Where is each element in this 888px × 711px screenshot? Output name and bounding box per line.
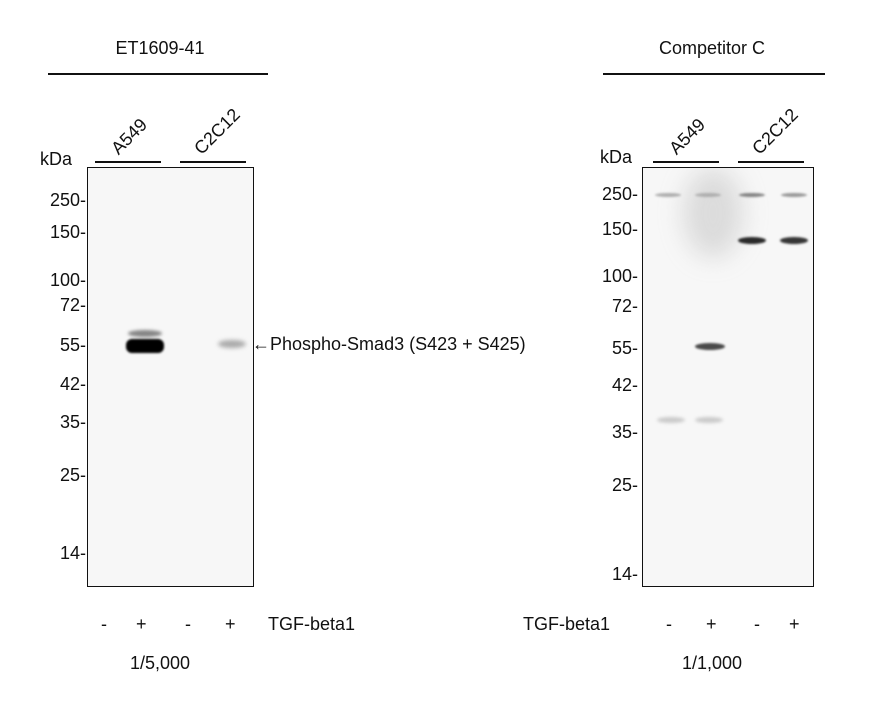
left-band-a549-smad3 [126, 339, 164, 353]
left-marker-14: 14- [59, 543, 86, 563]
right-lane-line-a549 [653, 161, 719, 163]
left-lane-line-c2c12 [180, 161, 246, 163]
left-sign-2: + [136, 614, 147, 634]
right-band-55-lane2 [695, 343, 725, 350]
right-sign-4: + [789, 614, 800, 634]
left-blot-membrane [87, 167, 254, 587]
right-dilution: 1/1,000 [681, 653, 743, 673]
left-sign-1: - [101, 614, 107, 634]
left-title-underline [48, 73, 268, 75]
left-marker-250: 250- [49, 190, 86, 210]
right-band-250-lane4 [781, 193, 807, 197]
left-lane-line-a549 [95, 161, 161, 163]
right-treatment-label: TGF-beta1 [523, 614, 611, 634]
right-marker-100: 100- [601, 266, 638, 286]
right-marker-150: 150- [601, 219, 638, 239]
right-marker-72: 72- [611, 296, 638, 316]
left-marker-42: 42- [59, 374, 86, 394]
left-treatment-label: TGF-beta1 [268, 614, 356, 634]
right-marker-35: 35- [611, 422, 638, 442]
left-kda-label: kDa [40, 149, 73, 169]
left-sign-3: - [185, 614, 191, 634]
right-band-250-lane2 [695, 193, 721, 197]
right-band-130-lane3 [738, 237, 766, 244]
left-band-c2c12-smad3 [218, 340, 246, 348]
right-sign-1: - [666, 614, 672, 634]
left-marker-35: 35- [59, 412, 86, 432]
right-marker-25: 25- [611, 475, 638, 495]
right-blot-membrane [642, 167, 814, 587]
left-marker-55: 55- [59, 335, 86, 355]
right-band-130-lane4 [780, 237, 808, 244]
right-sign-3: - [754, 614, 760, 634]
left-dilution: 1/5,000 [129, 653, 191, 673]
target-protein-label: ←Phospho-Smad3 (S423 + S425) [252, 334, 526, 354]
right-marker-250: 250- [601, 184, 638, 204]
left-antibody-title: ET1609-41 [115, 38, 205, 58]
right-lane-label-c2c12: C2C12 [748, 104, 802, 159]
left-lane-label-a549: A549 [107, 114, 152, 159]
left-marker-25: 25- [59, 465, 86, 485]
left-marker-100: 100- [49, 270, 86, 290]
right-band-250-lane1 [655, 193, 681, 197]
right-sign-2: + [706, 614, 717, 634]
right-band-250-lane3 [739, 193, 765, 197]
right-marker-55: 55- [611, 338, 638, 358]
right-smudge-a549 [683, 168, 743, 258]
right-kda-label: kDa [600, 147, 633, 167]
left-band-a549-upper [128, 330, 162, 337]
left-marker-72: 72- [59, 295, 86, 315]
left-marker-150: 150- [49, 222, 86, 242]
right-lane-label-a549: A549 [665, 114, 710, 159]
right-title-underline [603, 73, 825, 75]
right-antibody-title: Competitor C [658, 38, 766, 58]
right-marker-14: 14- [611, 564, 638, 584]
right-lane-line-c2c12 [738, 161, 804, 163]
right-marker-42: 42- [611, 375, 638, 395]
right-band-37-lane2 [695, 417, 723, 423]
right-band-37-lane1 [657, 417, 685, 423]
left-lane-label-c2c12: C2C12 [190, 104, 244, 159]
left-sign-4: + [225, 614, 236, 634]
